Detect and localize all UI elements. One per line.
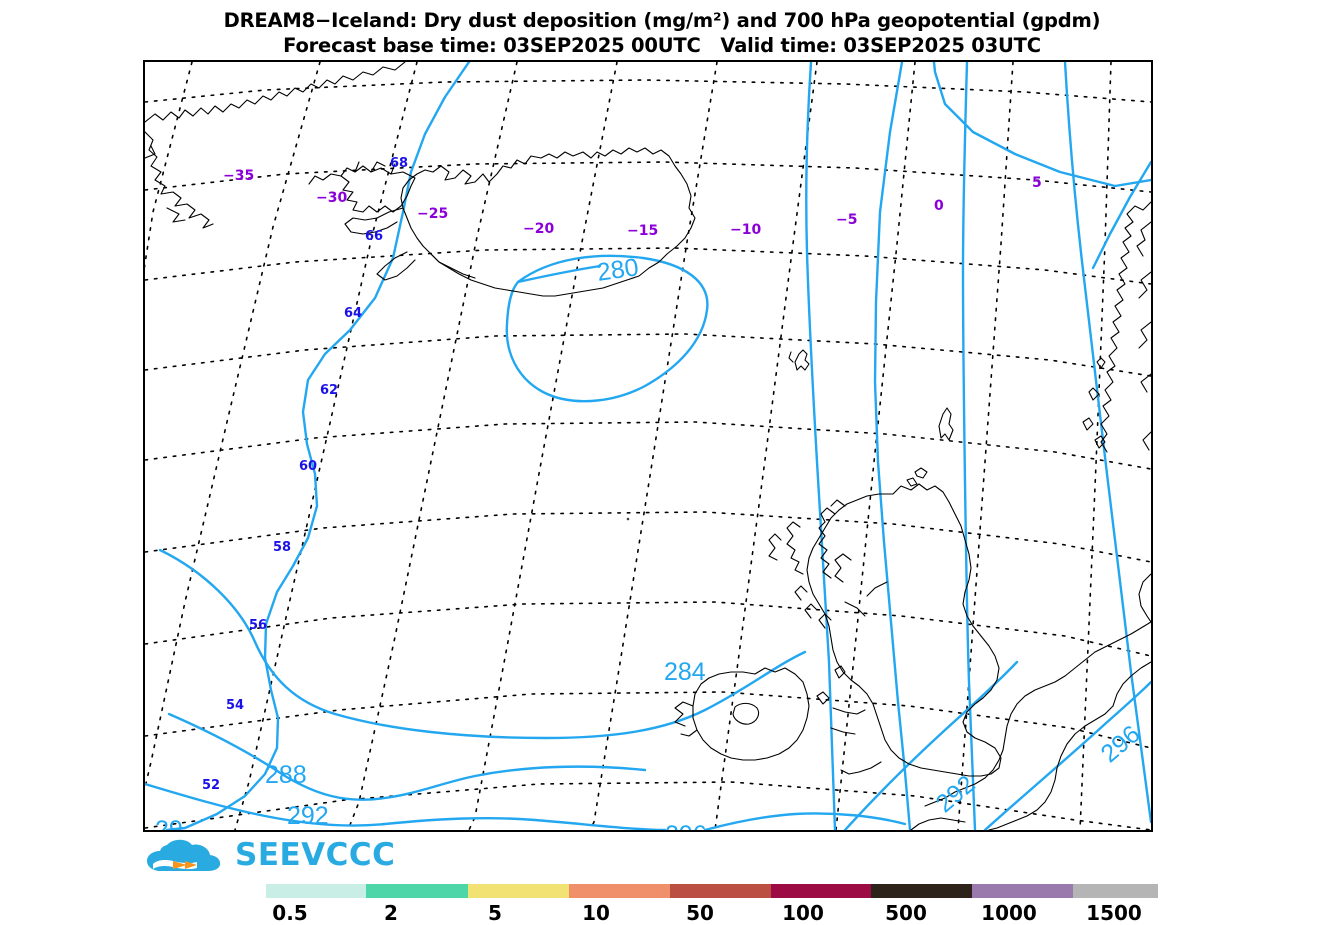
graticule bbox=[145, 62, 1151, 830]
contour-276 bbox=[932, 62, 1151, 188]
coastlines bbox=[145, 62, 1151, 830]
colorbar: 0.5 2 5 10 50 100 500 1000 1500 bbox=[248, 884, 1158, 925]
lat-label: 62 bbox=[320, 383, 339, 398]
contour-280-main bbox=[873, 62, 912, 830]
coast-greenland bbox=[145, 62, 406, 123]
map-frame[interactable]: 68 66 64 62 60 58 56 54 52 50 −35 −30 −2… bbox=[143, 60, 1153, 832]
lat-label: 64 bbox=[344, 306, 363, 321]
contour-280-lobe bbox=[505, 254, 709, 403]
contour-geo-c bbox=[1063, 62, 1151, 824]
map-artifact-dot bbox=[626, 517, 630, 521]
map-canvas bbox=[145, 62, 1151, 830]
contour-geo-d bbox=[1091, 160, 1151, 270]
lat-label: 68 bbox=[390, 156, 409, 171]
contour-284 bbox=[158, 548, 807, 740]
colorbar-tick-label: 10 bbox=[582, 901, 610, 925]
contour-288 bbox=[167, 712, 647, 801]
lon-label: 5 bbox=[1032, 175, 1042, 191]
lon-label: −25 bbox=[417, 206, 449, 222]
contour-label: 292 bbox=[287, 802, 329, 830]
colorbar-segment bbox=[248, 884, 266, 898]
lat-label: 56 bbox=[249, 618, 268, 633]
contour-geo-b bbox=[961, 62, 977, 830]
contour-label: 288 bbox=[265, 761, 307, 789]
colorbar-tick-label: 0.5 bbox=[272, 901, 308, 925]
lat-label: 54 bbox=[226, 698, 245, 713]
lon-label: −35 bbox=[223, 168, 255, 184]
colorbar-segment bbox=[468, 884, 569, 898]
coast-orkney bbox=[914, 467, 928, 479]
contour-bottom bbox=[703, 812, 907, 830]
colorbar-segment bbox=[770, 884, 872, 898]
seevccc-logo: SEEVCCC bbox=[143, 834, 463, 876]
colorbar-segment bbox=[265, 884, 367, 898]
lon-label: −5 bbox=[836, 212, 858, 228]
colorbar-strip bbox=[248, 884, 1158, 898]
lon-label: −20 bbox=[523, 221, 555, 237]
coast-continent bbox=[954, 621, 1151, 793]
colorbar-segment bbox=[972, 884, 1073, 898]
colorbar-segment bbox=[669, 884, 771, 898]
colorbar-tick-label: 5 bbox=[488, 901, 502, 925]
colorbar-segment bbox=[871, 884, 973, 898]
title-line-2: Forecast base time: 03SEP2025 00UTC Vali… bbox=[283, 34, 1041, 57]
lon-label: 0 bbox=[934, 198, 944, 214]
coast-great-britain bbox=[806, 483, 1002, 777]
contour-label: 280 bbox=[595, 253, 641, 287]
colorbar-segment bbox=[1072, 884, 1158, 898]
contour-geo-a bbox=[805, 62, 837, 830]
coast-norway bbox=[1100, 201, 1151, 453]
contour-label: 296 bbox=[665, 821, 707, 830]
cloud-icon bbox=[147, 839, 221, 871]
title-line-1: DREAM8−Iceland: Dry dust deposition (mg/… bbox=[223, 9, 1101, 32]
colorbar-tick-label: 50 bbox=[686, 901, 714, 925]
colorbar-ticks: 0.5 2 5 10 50 100 500 1000 1500 bbox=[248, 901, 1158, 925]
lat-label: 52 bbox=[202, 778, 221, 793]
coast-shetland bbox=[938, 407, 954, 441]
colorbar-tick-label: 1500 bbox=[1086, 901, 1142, 925]
coast-faroe bbox=[794, 349, 810, 371]
contour-292-left bbox=[145, 782, 667, 830]
colorbar-segment bbox=[568, 884, 670, 898]
lat-label: 66 bbox=[365, 229, 384, 244]
lat-label: 60 bbox=[299, 459, 318, 474]
geopotential-contours bbox=[145, 62, 1151, 830]
colorbar-tick-label: 1000 bbox=[981, 901, 1037, 925]
contour-292-right bbox=[843, 660, 1019, 830]
lon-label: −10 bbox=[730, 222, 762, 238]
contour-label: 29 bbox=[155, 816, 183, 832]
contour-label: 284 bbox=[664, 658, 706, 686]
colorbar-tick-label: 500 bbox=[885, 901, 927, 925]
colorbar-tick-label: 100 bbox=[782, 901, 824, 925]
lat-label: 58 bbox=[273, 540, 292, 555]
coast-ireland bbox=[692, 667, 810, 761]
colorbar-tick-label: 2 bbox=[384, 901, 398, 925]
lon-label: −30 bbox=[316, 190, 348, 206]
logo-text: SEEVCCC bbox=[235, 836, 396, 873]
colorbar-segment bbox=[366, 884, 469, 898]
lon-label: −15 bbox=[627, 223, 659, 239]
contour-296-right bbox=[983, 680, 1151, 830]
title-block: DREAM8−Iceland: Dry dust deposition (mg/… bbox=[0, 8, 1324, 58]
contour-280-neck bbox=[516, 264, 602, 284]
